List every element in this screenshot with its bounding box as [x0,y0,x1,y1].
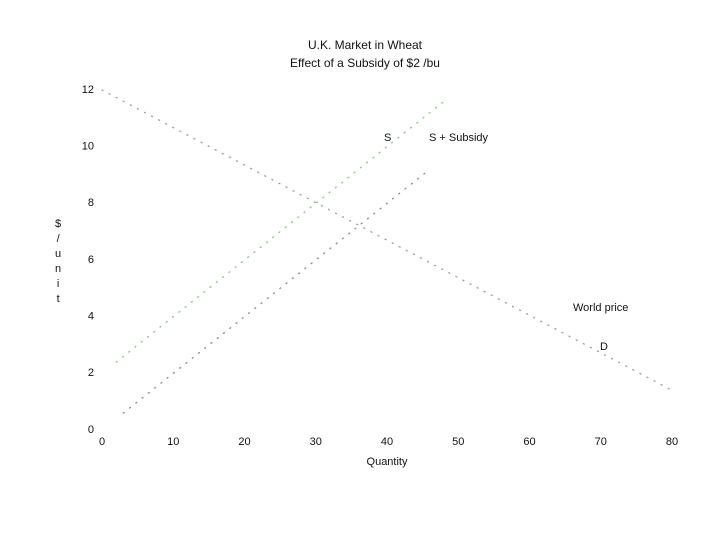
y-tick-label: 2 [88,367,94,379]
y-tick-label: 8 [88,197,94,209]
annotation: World price [573,302,628,314]
y-axis-label: $/unit [52,218,64,308]
x-tick-label: 60 [523,436,535,448]
series-label: S + Subsidy [429,132,489,144]
x-tick-label: 40 [381,436,393,448]
y-tick-label: 4 [88,311,94,323]
x-tick-label: 80 [666,436,678,448]
x-tick-label: 70 [595,436,607,448]
y-tick-label: 0 [88,424,94,436]
x-tick-label: 0 [99,436,105,448]
y-tick-label: 10 [82,141,94,153]
series-line [101,89,673,391]
chart-subtitle: Effect of a Subsidy of $2 /bu [290,56,440,70]
series-line [122,168,431,414]
series-label: D [600,341,608,353]
series-label: S [384,132,391,144]
x-tick-label: 50 [452,436,464,448]
x-tick-label: 30 [310,436,322,448]
x-tick-label: 10 [167,436,179,448]
series-line [115,100,445,363]
y-tick-label: 6 [88,254,94,266]
x-axis-label: Quantity [367,456,408,468]
y-tick-label: 12 [82,84,94,96]
chart-title: U.K. Market in Wheat [308,38,423,52]
x-tick-label: 20 [238,436,250,448]
